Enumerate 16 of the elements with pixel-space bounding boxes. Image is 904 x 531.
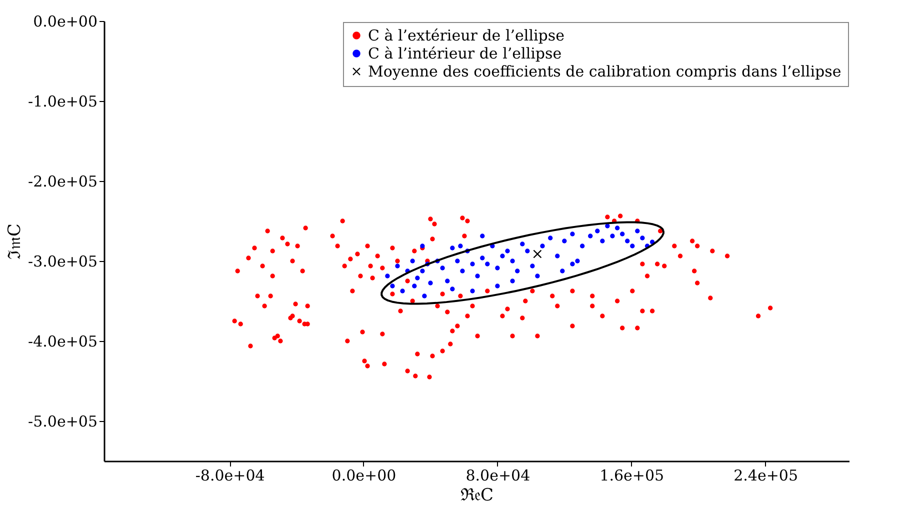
y-tick-label: -3.0e+05	[28, 252, 98, 270]
legend-label: Moyenne des coefficients de calibration compris dans l’ellipse	[368, 62, 842, 80]
x-tick-label: 2.4e+05	[734, 466, 798, 484]
x-tick-label: 8.0e+04	[466, 466, 530, 484]
x-tick-label: 1.6e+05	[600, 466, 664, 484]
x-axis-title: ℜ𝔢C	[460, 486, 494, 506]
y-tick-label: -2.0e+05	[28, 172, 98, 190]
legend-label: C à l’extérieur de l’ellipse	[368, 26, 565, 44]
y-tick-label: -4.0e+05	[28, 332, 98, 350]
x-tick-label: -8.0e+04	[195, 466, 265, 484]
legend-label: C à l’intérieur de l’ellipse	[368, 44, 562, 62]
y-tick-label: 0.0e+00	[33, 12, 98, 30]
y-tick-label: -1.0e+05	[28, 92, 98, 110]
y-tick-label: -5.0e+05	[28, 412, 98, 430]
x-tick-label: 0.0e+00	[332, 466, 396, 484]
y-axis-title: ℑ𝔪C	[5, 223, 26, 260]
